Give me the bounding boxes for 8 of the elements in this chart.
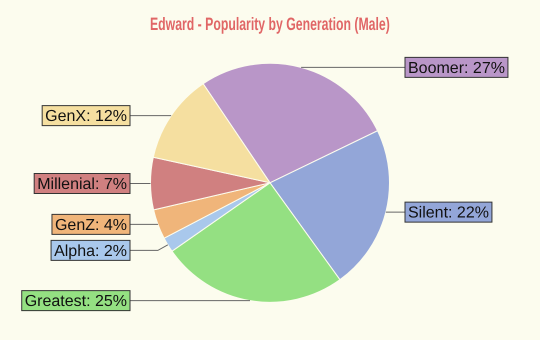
slice-label: Greatest: 25% (24, 293, 128, 310)
slice-label: Silent: 22% (408, 204, 489, 222)
chart-title: Edward - Popularity by Generation (Male) (150, 14, 390, 34)
slice-label: Alpha: 2% (54, 242, 127, 260)
slice-label: GenZ: 4% (54, 216, 127, 234)
slice-label: GenX: 12% (45, 108, 127, 126)
slice-label: Millenial: 7% (37, 176, 127, 193)
slice-label: Boomer: 27% (408, 60, 505, 77)
